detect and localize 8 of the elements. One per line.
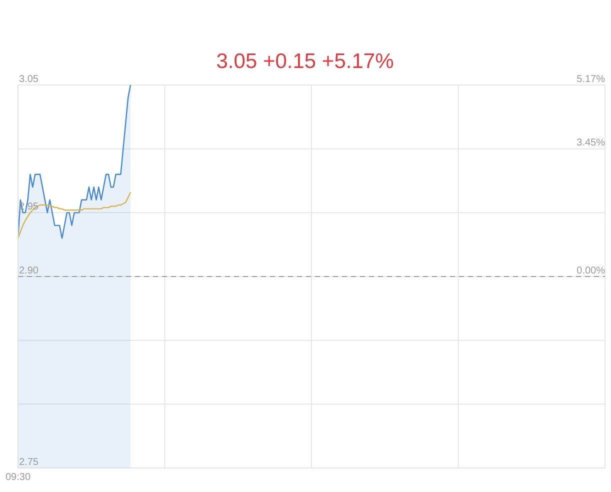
y-tick-label: 2.75 — [19, 457, 39, 468]
y2-tick-label: 0.00% — [576, 266, 606, 276]
chart-subtitle: 3.05 +0.15 +5.17% — [216, 50, 394, 73]
x-tick-label: 09:30 — [5, 472, 31, 483]
y2-tick-label: 5.17% — [576, 74, 606, 85]
y-tick-label: 2.90 — [19, 266, 39, 276]
y-tick-label: 3.05 — [19, 74, 39, 85]
y2-tick-label: 3.45% — [576, 138, 606, 149]
